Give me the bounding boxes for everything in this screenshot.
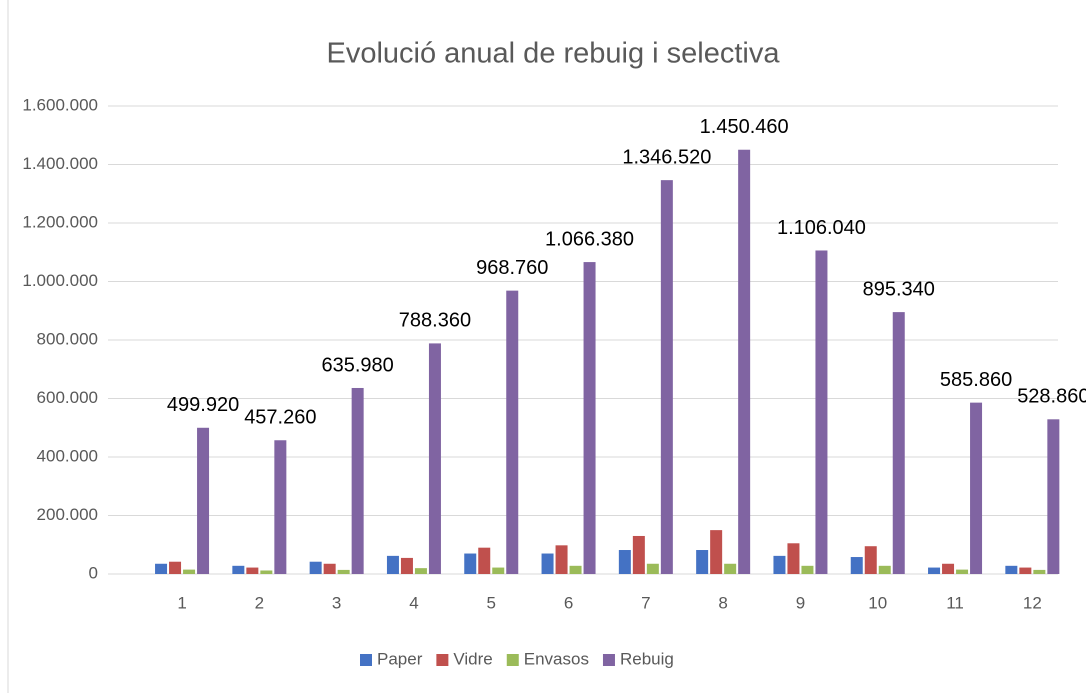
data-label: 585.860 — [940, 369, 1012, 391]
bar — [892, 312, 905, 574]
bar — [660, 180, 673, 575]
bar — [351, 387, 364, 574]
x-tick-label: 4 — [409, 593, 418, 612]
bar — [646, 563, 659, 574]
bar — [323, 563, 336, 574]
legend-swatch — [360, 654, 372, 666]
x-tick-label: 8 — [718, 593, 727, 612]
chart-title: Evolució anual de rebuig i selectiva — [327, 38, 781, 70]
data-label: 499.920 — [167, 394, 239, 416]
x-tick-label: 11 — [946, 593, 964, 612]
x-tick-label: 1 — [177, 593, 186, 612]
legend-label: Paper — [377, 649, 423, 668]
bar — [386, 555, 399, 574]
bar — [169, 561, 182, 574]
bar — [850, 557, 863, 574]
bar — [618, 550, 631, 574]
legend-swatch — [436, 654, 449, 666]
bar — [260, 570, 273, 574]
bar — [155, 563, 168, 574]
bar — [710, 530, 723, 574]
bar — [583, 262, 596, 574]
y-tick-label: 200.000 — [37, 505, 98, 524]
y-tick-label: 1.000.000 — [22, 271, 98, 290]
bar — [738, 149, 751, 574]
bar — [815, 250, 828, 574]
bar — [864, 546, 877, 574]
x-tick-label: 9 — [796, 593, 805, 612]
bar — [197, 427, 210, 574]
bar — [1019, 567, 1032, 574]
bar — [773, 555, 786, 574]
bar — [1033, 569, 1046, 574]
bar — [942, 563, 955, 574]
x-tick-label: 5 — [487, 593, 496, 612]
x-tick-label: 3 — [332, 593, 341, 612]
bar — [970, 402, 983, 574]
bar — [478, 547, 491, 574]
bar — [506, 290, 519, 574]
y-tick-label: 1.200.000 — [22, 212, 98, 231]
bar — [492, 567, 505, 574]
bar — [246, 567, 259, 574]
y-tick-label: 0 — [89, 563, 98, 582]
y-tick-label: 1.600.000 — [22, 95, 98, 114]
bar — [724, 563, 737, 574]
x-tick-label: 6 — [564, 593, 573, 612]
bar — [1005, 565, 1018, 574]
x-tick-label: 2 — [255, 593, 264, 612]
bar — [787, 543, 800, 574]
y-tick-label: 600.000 — [37, 388, 98, 407]
x-tick-label: 12 — [1023, 593, 1042, 612]
bar — [555, 545, 568, 574]
legend-label: Envasos — [524, 649, 589, 668]
bar — [696, 550, 709, 574]
y-tick-label: 1.400.000 — [22, 154, 98, 173]
bar — [309, 561, 322, 574]
bar — [928, 567, 941, 574]
data-label: 1.346.520 — [622, 146, 711, 168]
x-tick-label: 7 — [641, 593, 650, 612]
bar — [337, 569, 350, 574]
bar — [801, 565, 814, 574]
bar — [541, 553, 554, 574]
legend-swatch — [602, 654, 615, 666]
bar — [569, 565, 582, 574]
data-label: 788.360 — [399, 310, 471, 332]
x-tick-label: 10 — [868, 593, 887, 612]
data-label: 1.106.040 — [777, 217, 866, 239]
bar — [183, 569, 196, 574]
bar — [414, 568, 427, 574]
bar — [464, 553, 477, 574]
legend-swatch — [506, 654, 519, 666]
bar — [1047, 419, 1060, 574]
data-label: 1.066.380 — [545, 228, 634, 250]
legend-label: Rebuig — [620, 649, 674, 668]
bar — [232, 565, 245, 574]
bar — [878, 565, 891, 574]
bar — [428, 343, 441, 574]
bar — [274, 440, 287, 574]
data-label: 528.860 — [1017, 386, 1086, 408]
y-tick-label: 400.000 — [37, 446, 98, 465]
bar — [632, 535, 645, 574]
data-label: 895.340 — [863, 278, 935, 300]
bar — [956, 569, 969, 574]
data-label: 968.760 — [476, 257, 548, 279]
bar — [400, 557, 413, 574]
data-label: 457.260 — [244, 407, 316, 429]
y-tick-label: 800.000 — [37, 329, 98, 348]
data-label: 635.980 — [322, 354, 394, 376]
data-label: 1.450.460 — [700, 116, 789, 138]
legend-label: Vidre — [453, 649, 492, 668]
